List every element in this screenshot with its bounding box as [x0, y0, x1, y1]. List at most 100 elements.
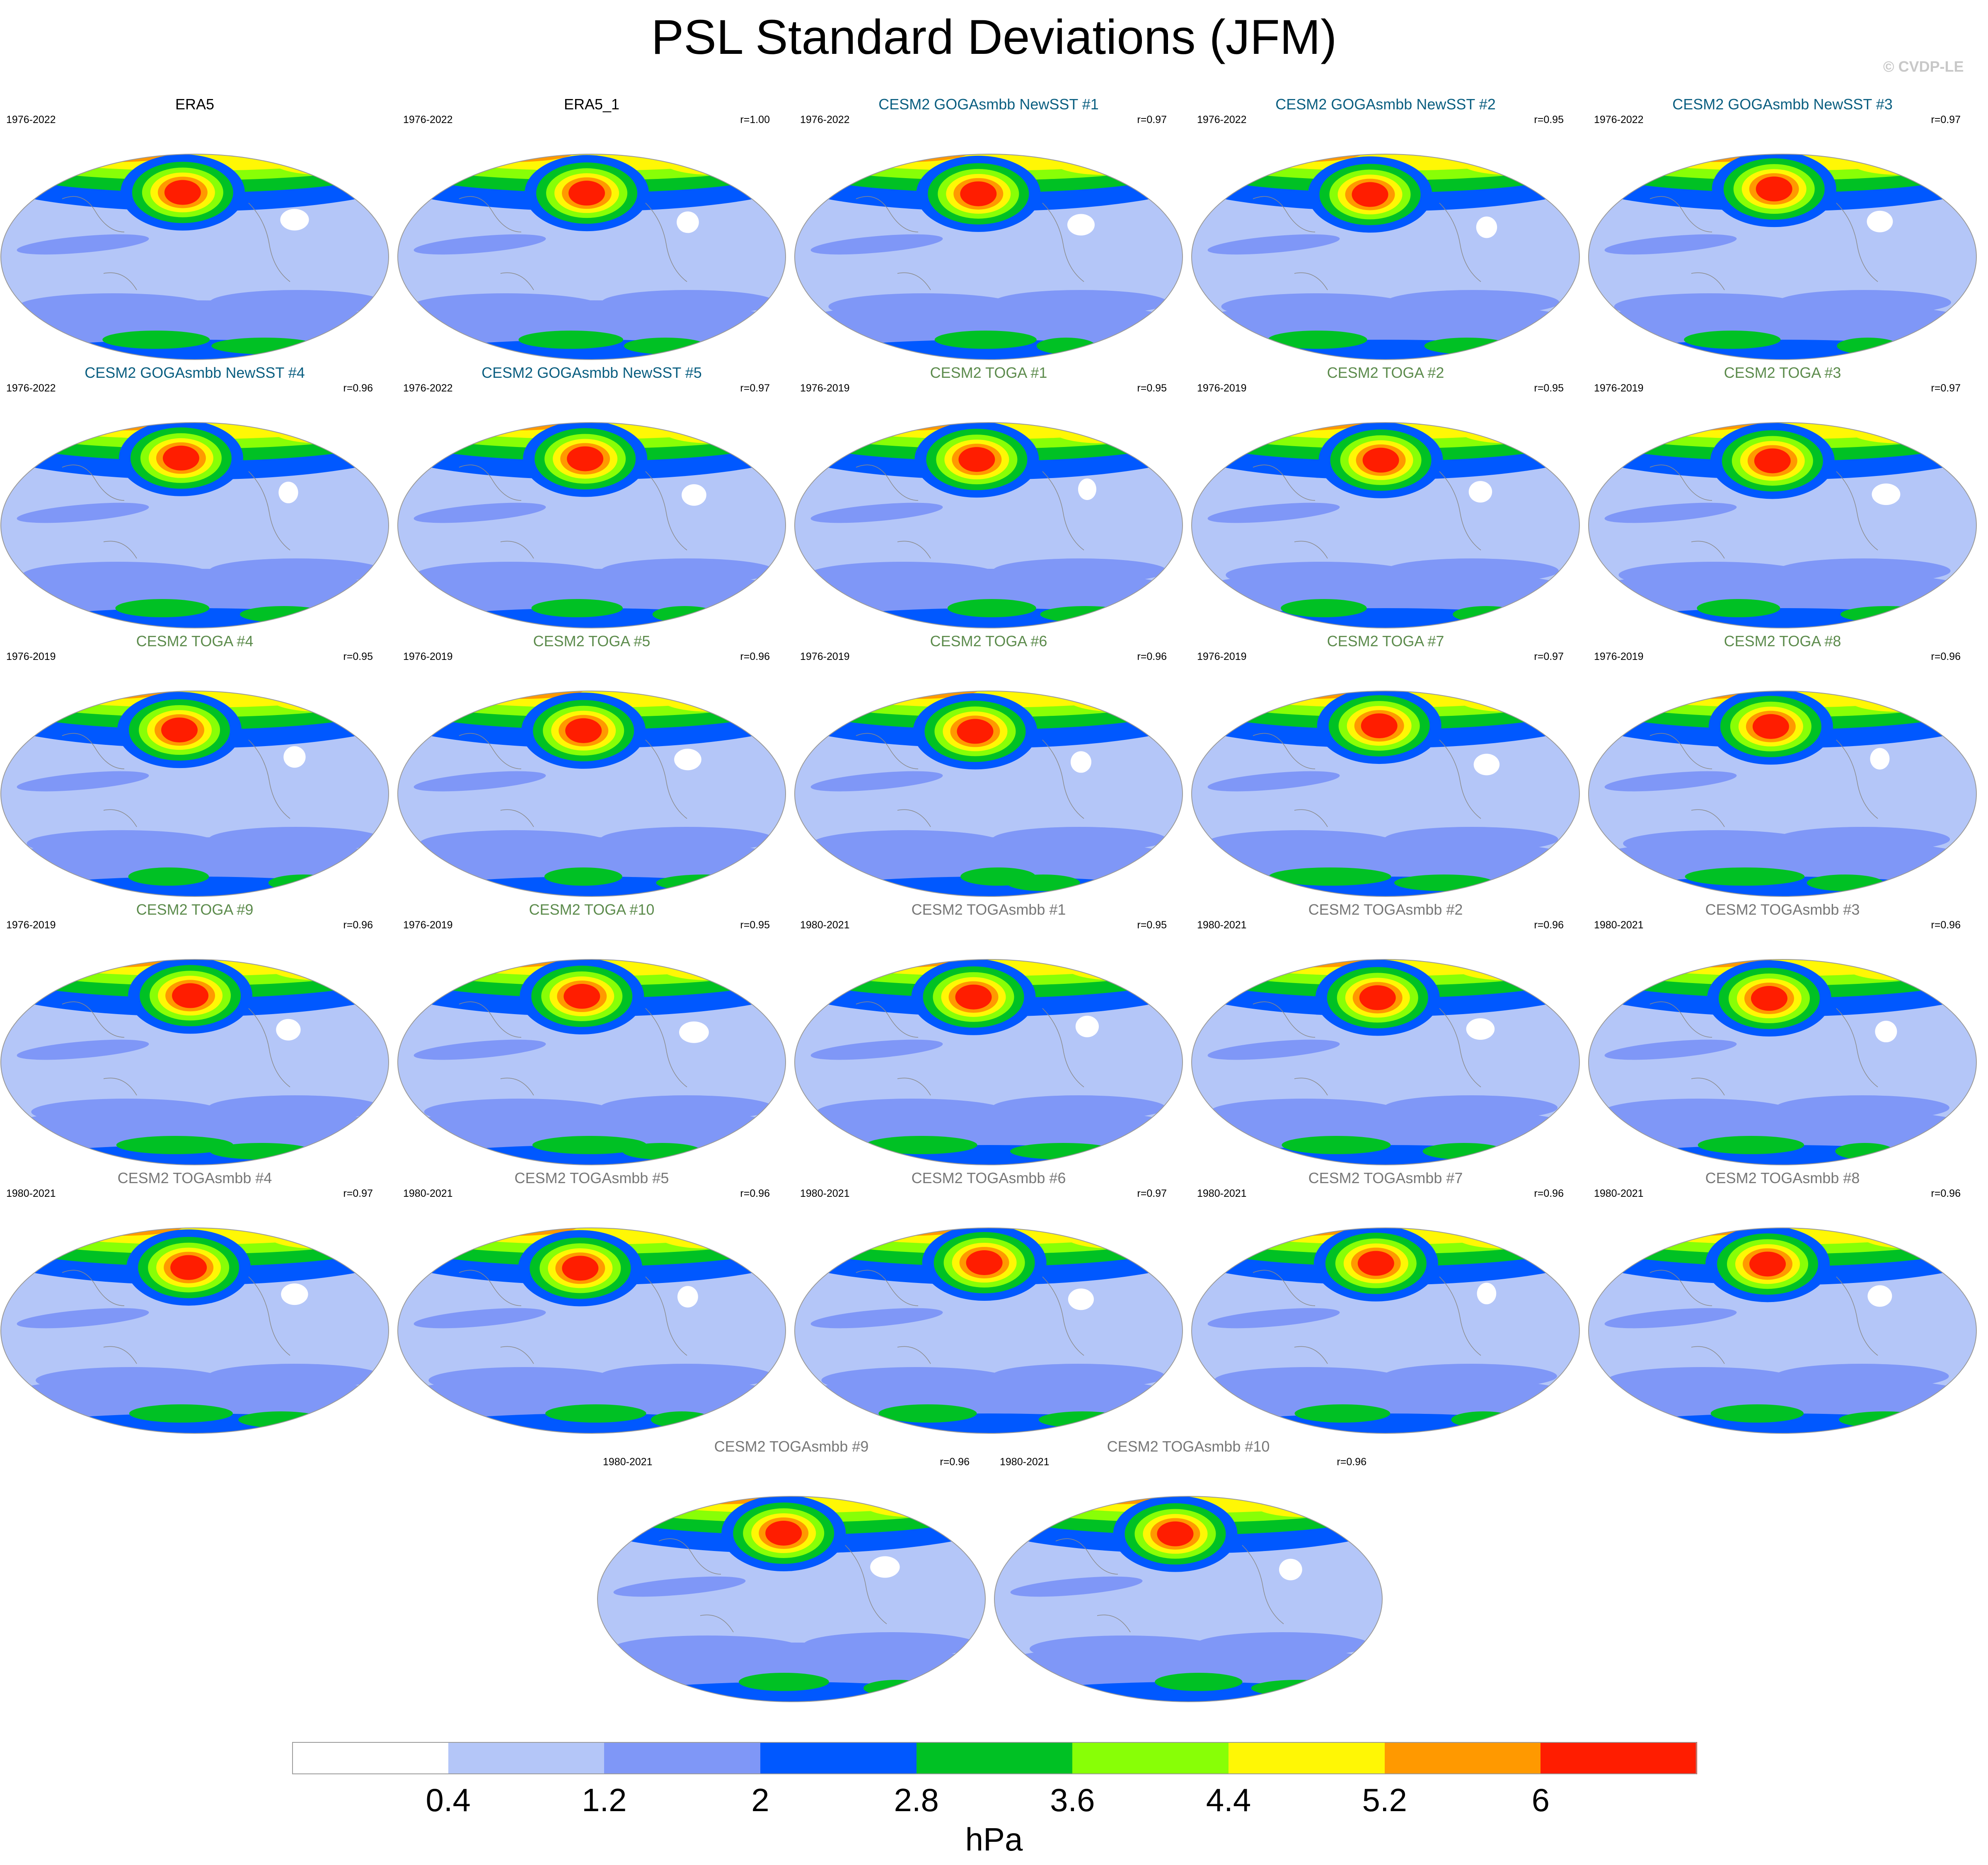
- field-south-green: [878, 1404, 977, 1423]
- field-band-south-2: [828, 293, 1019, 320]
- field-tropical-low: [283, 746, 306, 768]
- field-southern-ocean: [795, 1145, 1183, 1165]
- map-field: [1589, 1228, 1976, 1433]
- panel-correlation: r=0.97: [343, 1188, 373, 1199]
- panel-correlation: r=0.97: [740, 382, 770, 394]
- panel-correlation: r=0.95: [1534, 382, 1564, 394]
- field-south-green-2: [1038, 1411, 1127, 1428]
- panel-title: CESM2 TOGAsmbb #8: [1705, 1169, 1860, 1186]
- field-tropical-low: [1867, 1285, 1892, 1307]
- map-outline: [397, 959, 786, 1165]
- field-pacific-red: [957, 719, 994, 744]
- field-band-south-2: [22, 562, 213, 588]
- map-outline: [397, 1227, 786, 1434]
- field-band-south-2: [428, 1367, 619, 1394]
- panel-title: ERA5: [175, 96, 215, 113]
- field-band-south-2: [1623, 830, 1814, 857]
- field-atlantic-yellow: [1846, 691, 1946, 712]
- field-band-south-3: [600, 1095, 774, 1120]
- field-atlantic-yellow: [1848, 423, 1948, 443]
- field-south-green-2: [210, 1143, 313, 1160]
- field-tropical-low: [281, 1283, 308, 1305]
- field-tropical-low: [1473, 754, 1500, 775]
- map-panel: CESM2 TOGAsmbb #6 1980-2021 r=0.97: [794, 1169, 1183, 1434]
- field-atlantic-yellow: [1252, 1496, 1352, 1517]
- field-band-south-2: [18, 293, 209, 320]
- map-svg: [0, 691, 389, 897]
- panel-years: 1980-2021: [800, 1188, 850, 1199]
- panel-years: 1980-2021: [1197, 919, 1247, 931]
- field-pacific-red: [765, 1520, 802, 1546]
- field-band-south-2: [1226, 562, 1417, 588]
- map-panel: CESM2 TOGAsmbb #2 1980-2021 r=0.96: [1191, 901, 1580, 1166]
- coastline-hint: [1253, 1270, 1481, 1364]
- field-band-south-2: [1205, 830, 1396, 857]
- field-band-south-2: [415, 562, 606, 588]
- map-svg: [1588, 1227, 1977, 1434]
- field-south-green-2: [651, 1411, 713, 1428]
- coastline-hint: [459, 196, 687, 290]
- map-outline: [1191, 691, 1580, 897]
- field-tropics-streak: [17, 1308, 149, 1329]
- colorbar-swatch: [1384, 1742, 1541, 1774]
- panel-years: 1980-2021: [800, 919, 850, 931]
- panel-correlation: r=0.97: [1931, 114, 1961, 126]
- panel-correlation: r=0.96: [1137, 651, 1167, 662]
- colorbar-tick-label: 0.4: [426, 1782, 471, 1818]
- map-field: [1192, 959, 1579, 1165]
- field-south-green: [532, 1136, 647, 1154]
- field-pacific-red: [1751, 986, 1787, 1011]
- colorbar-swatch: [448, 1742, 605, 1774]
- field-atlantic-yellow: [273, 154, 372, 175]
- panel-years: 1976-2022: [6, 382, 56, 394]
- field-band-south-2: [419, 830, 610, 857]
- map-field: [398, 959, 786, 1165]
- coastline-hint: [856, 733, 1084, 827]
- map-panel: CESM2 TOGAsmbb #5 1980-2021 r=0.96: [397, 1169, 786, 1434]
- map-field: [1, 154, 389, 360]
- field-atlantic-orange: [693, 423, 751, 435]
- map-field: [1192, 423, 1579, 628]
- field-south-green: [1269, 867, 1391, 886]
- field-tropics-streak: [414, 1308, 546, 1329]
- field-north-red: [661, 1496, 762, 1499]
- field-band-south-3: [1775, 1364, 1949, 1389]
- field-band-south-2: [411, 293, 602, 320]
- field-north-red: [1652, 691, 1760, 693]
- field-south-green-2: [863, 1680, 931, 1696]
- field-atlantic-orange: [1874, 959, 1932, 972]
- map-outline: [0, 422, 389, 628]
- panel-years: 1980-2021: [1000, 1456, 1050, 1468]
- field-tropics-streak: [414, 502, 546, 523]
- panel-title: CESM2 TOGAsmbb #1: [911, 901, 1066, 918]
- field-north-red: [1256, 423, 1367, 425]
- field-band-south-3: [599, 1364, 774, 1389]
- map-panel: CESM2 TOGA #9 1976-2019 r=0.96: [0, 901, 389, 1166]
- field-pacific-red: [966, 1250, 1003, 1276]
- map-svg: [1588, 691, 1977, 897]
- panel-title: CESM2 GOGAsmbb NewSST #1: [878, 96, 1099, 113]
- field-band-south-2: [424, 1099, 615, 1125]
- map-outline: [0, 154, 389, 360]
- map-svg: [397, 959, 786, 1165]
- field-pacific-red: [955, 984, 992, 1010]
- coastline-hint: [459, 464, 687, 559]
- field-south-green-2: [1840, 606, 1935, 623]
- field-south-green: [102, 331, 210, 349]
- map-field: [398, 691, 786, 896]
- map-outline: [0, 691, 389, 897]
- field-pacific-red: [170, 1255, 207, 1280]
- field-south-green: [1155, 1673, 1243, 1691]
- field-atlantic-yellow: [1052, 154, 1152, 175]
- panel-years: 1976-2019: [1594, 651, 1644, 662]
- map-outline: [397, 154, 786, 360]
- field-south-green: [1281, 599, 1367, 617]
- field-north-red: [1258, 691, 1366, 693]
- field-tropics-streak: [1604, 1308, 1737, 1329]
- field-tropics-streak: [17, 771, 149, 792]
- map-svg: [994, 1496, 1383, 1702]
- field-north-red: [1656, 1228, 1757, 1230]
- field-tropical-low: [677, 1286, 698, 1308]
- panel-years: 1976-2019: [1594, 382, 1644, 394]
- panel-correlation: r=0.95: [343, 651, 373, 662]
